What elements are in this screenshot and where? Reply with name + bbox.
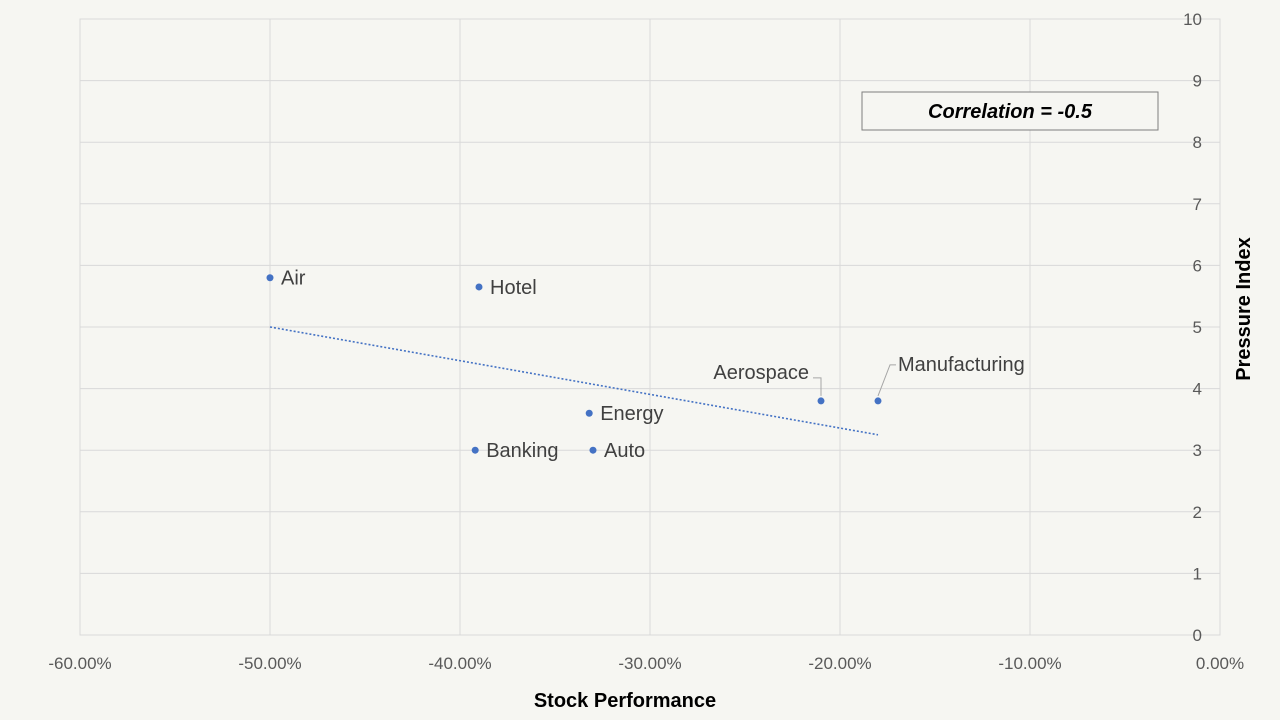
point-label: Hotel [490,277,537,299]
correlation-annotation: Correlation = -0.5 [928,101,1093,123]
y-tick-label: 4 [1193,380,1202,399]
y-tick-label: 7 [1193,195,1202,214]
x-tick-label: -10.00% [998,654,1061,673]
x-tick-labels: -60.00% -50.00% -40.00% -30.00% -20.00% -10.0… [48,654,1244,673]
x-tick-label: -60.00% [48,654,111,673]
point-label: Energy [600,403,663,425]
point-label: Air [281,268,306,290]
point-labels: Air Hotel Energy Banking Auto Aerospace Manufa… [281,268,1025,462]
data-point [475,283,483,291]
y-tick-label: 6 [1193,256,1202,275]
x-axis-title: Stock Performance [534,690,716,712]
leader-line [877,364,896,397]
data-point [585,409,593,417]
gridlines [79,18,1221,636]
y-axis-title: Pressure Index [1233,237,1255,380]
data-point [471,446,479,454]
point-label: Manufacturing [898,354,1025,376]
x-tick-label: -40.00% [428,654,491,673]
leader-lines [813,364,896,397]
data-point [266,274,274,282]
data-point [874,397,882,405]
data-point [589,446,597,454]
leader-line [813,377,822,396]
x-tick-label: -30.00% [618,654,681,673]
y-tick-label: 5 [1193,318,1202,337]
y-tick-label: 2 [1193,503,1202,522]
point-label: Banking [486,440,558,462]
y-tick-label: 3 [1193,441,1202,460]
point-label: Auto [604,440,645,462]
y-tick-label: 0 [1193,626,1202,645]
y-tick-label: 9 [1193,72,1202,91]
trendline [269,326,879,436]
data-points [266,274,882,454]
y-tick-label: 1 [1193,564,1202,583]
x-tick-label: 0.00% [1196,654,1244,673]
data-point [817,397,825,405]
y-tick-label: 8 [1193,133,1202,152]
y-tick-labels: 0 1 2 3 4 5 6 7 8 9 10 [1183,10,1202,645]
x-tick-label: -50.00% [238,654,301,673]
y-tick-label: 10 [1183,10,1202,29]
trendline-line [269,326,879,436]
point-label: Aerospace [713,362,809,384]
x-tick-label: -20.00% [808,654,871,673]
correlation-box [861,91,1159,131]
